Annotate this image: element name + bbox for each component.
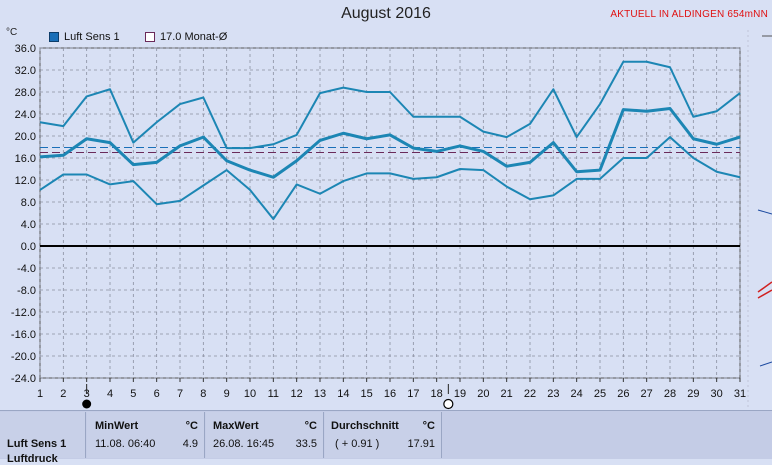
stats-average-panel: Durchschnitt °C ( + 0.91 ) 17.91 [325, 412, 442, 458]
min-time: 11.08. 06:40 [95, 438, 156, 450]
legend-label-month-average: 17.0 Monat-Ø [160, 31, 228, 43]
min-header: MinWert [95, 420, 139, 432]
y-tick-label: 12.0 [15, 175, 36, 187]
x-tick-label: 16 [384, 388, 396, 400]
stats-max-panel: MaxWert °C 26.08. 16:45 33.5 [206, 412, 324, 458]
avg-value: 17.91 [407, 438, 435, 450]
x-tick-label: 27 [641, 388, 653, 400]
y-axis-ticks: 36.0 32.0 28.0 24.0 20.0 16.0 12.0 8.0 4.0 0.0 -4.… [11, 43, 36, 385]
series-line-min [39, 136, 741, 221]
x-tick-label: 11 [268, 388, 279, 400]
stats-sensor-sub: Luftdruck [7, 453, 58, 465]
x-tick-label: 31 [734, 388, 746, 400]
legend-label-sensor: Luft Sens 1 [64, 31, 120, 43]
x-tick-label: 28 [664, 388, 676, 400]
x-tick-label: 29 [687, 388, 699, 400]
x-tick-label: 5 [130, 388, 136, 400]
right-edge-fragments [747, 30, 772, 410]
x-tick-label: 13 [314, 388, 326, 400]
x-tick-label: 7 [177, 388, 183, 400]
max-header: MaxWert [213, 420, 259, 432]
max-value: 33.5 [295, 438, 317, 450]
x-tick-label: 19 [454, 388, 466, 400]
legend-swatch-filled [49, 32, 59, 42]
max-time: 26.08. 16:45 [213, 438, 275, 450]
avg-delta: ( + 0.91 ) [335, 438, 380, 450]
x-tick-label: 18 [431, 388, 443, 400]
legend-item-month-average[interactable]: 17.0 Monat-Ø [145, 31, 227, 43]
day-markers [82, 384, 454, 410]
y-tick-label: 20.0 [15, 131, 36, 143]
min-unit: °C [185, 420, 198, 432]
x-tick-label: 14 [337, 388, 349, 400]
y-tick-label: -16.0 [11, 329, 36, 341]
y-tick-label: -8.0 [17, 285, 36, 297]
x-tick-label: 2 [60, 388, 66, 400]
y-tick-label: 28.0 [15, 87, 36, 99]
y-tick-label: 0.0 [21, 241, 36, 253]
y-axis-unit: °C [6, 27, 18, 38]
x-tick-label: 26 [617, 388, 629, 400]
y-tick-label: -24.0 [11, 373, 36, 385]
x-tick-label: 23 [547, 388, 559, 400]
new-moon-icon [82, 399, 92, 409]
x-tick-label: 6 [154, 388, 160, 400]
x-tick-label: 12 [291, 388, 303, 400]
current-location-label: AKTUELL IN ALDINGEN 654mNN [610, 9, 768, 20]
x-tick-label: 15 [361, 388, 373, 400]
max-unit: °C [304, 420, 317, 432]
legend-item-sensor[interactable]: Luft Sens 1 [49, 31, 120, 43]
y-tick-label: 8.0 [21, 197, 36, 209]
y-tick-label: -4.0 [17, 263, 36, 275]
reference-lines [40, 147, 740, 247]
temperature-chart: 36.0 32.0 28.0 24.0 20.0 16.0 12.0 8.0 4.0 0.0 -4.… [11, 30, 772, 410]
y-tick-label: 16.0 [15, 153, 36, 165]
x-tick-label: 8 [200, 388, 206, 400]
x-tick-label: 24 [571, 388, 583, 400]
x-tick-label: 20 [477, 388, 489, 400]
legend-swatch-outline [145, 32, 155, 42]
full-moon-icon [443, 398, 454, 410]
x-tick-label: 4 [107, 388, 113, 400]
y-tick-label: 36.0 [15, 43, 36, 55]
x-tick-label: 30 [711, 388, 723, 400]
x-tick-label: 10 [244, 388, 256, 400]
series-line-max [39, 60, 741, 150]
y-tick-label: 4.0 [21, 219, 36, 231]
y-tick-label: 24.0 [15, 109, 36, 121]
series-lines [39, 60, 741, 221]
y-tick-label: -12.0 [11, 307, 36, 319]
y-tick-label: -20.0 [11, 351, 36, 363]
y-tick-label: 32.0 [15, 65, 36, 77]
x-tick-label: 22 [524, 388, 536, 400]
x-tick-label: 25 [594, 388, 606, 400]
chart-title: August 2016 [341, 5, 431, 22]
avg-header: Durchschnitt [331, 420, 399, 432]
min-value: 4.9 [182, 438, 198, 450]
x-tick-label: 1 [37, 388, 43, 400]
stats-sensor-panel: Luft Sens 1 Luftdruck [0, 412, 86, 465]
x-tick-label: 21 [501, 388, 513, 400]
x-axis-ticks: 1234567891011121314151617181920212223242… [37, 378, 746, 400]
x-tick-label: 17 [407, 388, 419, 400]
series-line-mean [39, 107, 741, 179]
avg-unit: °C [422, 420, 435, 432]
x-tick-label: 9 [224, 388, 230, 400]
stats-sensor-name: Luft Sens 1 [7, 438, 67, 450]
stats-min-panel: MinWert °C 11.08. 06:40 4.9 [87, 412, 205, 458]
